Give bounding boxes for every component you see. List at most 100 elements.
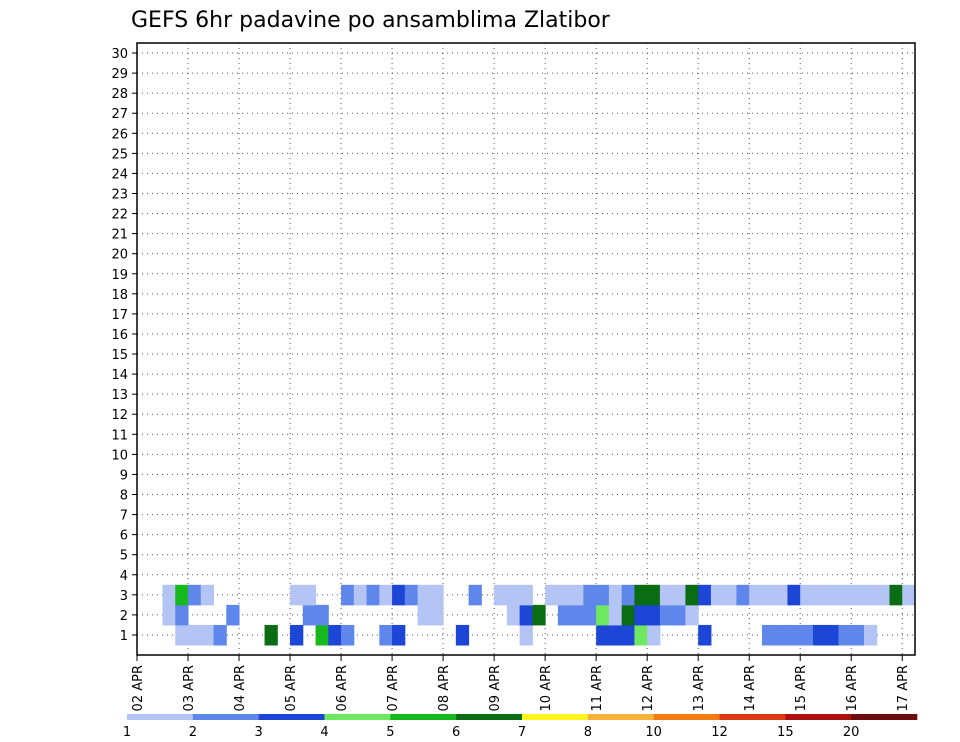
- heatmap-cell: [570, 604, 584, 626]
- heatmap-cell: [647, 604, 661, 626]
- x-axis-ticks: 02 APR 03 APR 04 APR 05 APR 06 APR 07 APR 08 A…: [131, 655, 911, 711]
- heatmap-cell: [608, 604, 623, 626]
- heatmap-cell: [800, 624, 814, 646]
- legend-swatch: [390, 714, 457, 720]
- heatmap-cell: [596, 604, 610, 626]
- heatmap-cell: [353, 584, 368, 606]
- heatmap-cell: [570, 584, 584, 606]
- heatmap-cell: [200, 584, 215, 606]
- heatmap-cell: [621, 604, 635, 626]
- heatmap-cell: [787, 624, 801, 646]
- grid: [136, 43, 915, 655]
- y-tick-label: 7: [120, 509, 128, 524]
- y-tick-label: 21: [111, 228, 128, 243]
- heatmap-cell: [302, 584, 317, 606]
- legend-swatch: [719, 714, 786, 720]
- heatmap-cell: [774, 584, 788, 606]
- y-tick-label: 15: [111, 348, 128, 363]
- y-tick-label: 12: [111, 408, 128, 423]
- y-tick-label: 8: [120, 489, 128, 504]
- legend-label: 8: [584, 725, 592, 740]
- heatmap-cell: [557, 604, 572, 626]
- heatmap-cell: [876, 584, 890, 606]
- chart-title: GEFS 6hr padavine po ansamblima Zlatibor: [131, 8, 611, 33]
- heatmap-cell: [226, 604, 240, 626]
- y-tick-label: 29: [111, 67, 128, 82]
- heatmap-cell: [175, 584, 189, 606]
- x-tick-label: 02 APR: [131, 665, 146, 711]
- heatmap-cell: [188, 584, 202, 606]
- heatmap-cell: [761, 624, 776, 646]
- heatmap-cell: [825, 584, 839, 606]
- heatmap-cell: [685, 604, 699, 626]
- x-tick-label: 11 APR: [590, 665, 605, 711]
- y-tick-label: 3: [120, 589, 128, 604]
- y-tick-label: 5: [120, 549, 128, 564]
- heatmap-cell: [557, 584, 572, 606]
- heatmap-cell: [213, 624, 227, 646]
- legend-swatch: [192, 714, 259, 720]
- legend-swatch: [785, 714, 852, 720]
- heatmap-cell: [723, 584, 737, 606]
- y-tick-label: 14: [111, 368, 128, 383]
- legend-label: 10: [645, 725, 662, 740]
- heatmap-cell: [596, 584, 610, 606]
- heatmap-cell: [647, 584, 661, 606]
- heatmap-cell: [430, 584, 444, 606]
- y-tick-label: 23: [111, 188, 128, 203]
- legend-label: 3: [255, 725, 263, 740]
- y-tick-label: 4: [120, 569, 128, 584]
- x-tick-label: 12 APR: [641, 665, 656, 711]
- heatmap-cell: [672, 604, 686, 626]
- heatmap-cell: [417, 584, 431, 606]
- legend-label: 20: [843, 725, 860, 740]
- heatmap-cell: [710, 584, 725, 606]
- x-tick-label: 17 APR: [896, 665, 911, 711]
- heatmap-cell: [761, 584, 776, 606]
- heatmap-cell: [366, 584, 380, 606]
- heatmap-cell: [825, 624, 839, 646]
- y-tick-label: 9: [120, 468, 128, 483]
- heatmap-cell: [302, 604, 317, 626]
- heatmap-cell: [812, 624, 827, 646]
- heatmap-cells: [162, 584, 916, 646]
- heatmap-cell: [162, 604, 176, 626]
- y-tick-label: 16: [111, 328, 128, 343]
- heatmap-cell: [341, 624, 355, 646]
- heatmap-cell: [379, 624, 393, 646]
- heatmap-cell: [902, 584, 916, 606]
- heatmap-cell: [430, 604, 444, 626]
- legend-label: 6: [452, 725, 460, 740]
- x-tick-label: 08 APR: [437, 665, 452, 711]
- legend-swatch: [587, 714, 654, 720]
- heatmap-cell: [672, 584, 686, 606]
- heatmap-cell: [608, 624, 623, 646]
- y-tick-label: 22: [111, 208, 128, 223]
- y-tick-label: 17: [111, 308, 128, 323]
- legend-swatch: [653, 714, 720, 720]
- heatmap-cell: [494, 584, 508, 606]
- x-tick-label: 07 APR: [386, 665, 401, 711]
- heatmap-cell: [328, 624, 342, 646]
- heatmap-cell: [392, 624, 406, 646]
- legend-swatch: [127, 714, 194, 720]
- legend: 1 2 3 4 5 6 7 8 10 12 15 20: [123, 714, 918, 740]
- heatmap-cell: [863, 584, 878, 606]
- heatmap-cell: [290, 624, 304, 646]
- y-tick-label: 6: [120, 529, 128, 544]
- heatmap-cell: [838, 624, 852, 646]
- heatmap-cell: [608, 584, 623, 606]
- plot-frame: [136, 42, 916, 656]
- legend-label: 2: [189, 725, 197, 740]
- heatmap-cell: [659, 604, 674, 626]
- heatmap-cell: [812, 584, 827, 606]
- heatmap-cell: [659, 584, 674, 606]
- legend-swatch: [851, 714, 918, 720]
- heatmap-cell: [634, 584, 648, 606]
- x-tick-label: 14 APR: [743, 665, 758, 711]
- heatmap-cell: [889, 584, 903, 606]
- heatmap-cell: [838, 584, 852, 606]
- y-tick-label: 18: [111, 288, 128, 303]
- heatmap-cell: [787, 584, 801, 606]
